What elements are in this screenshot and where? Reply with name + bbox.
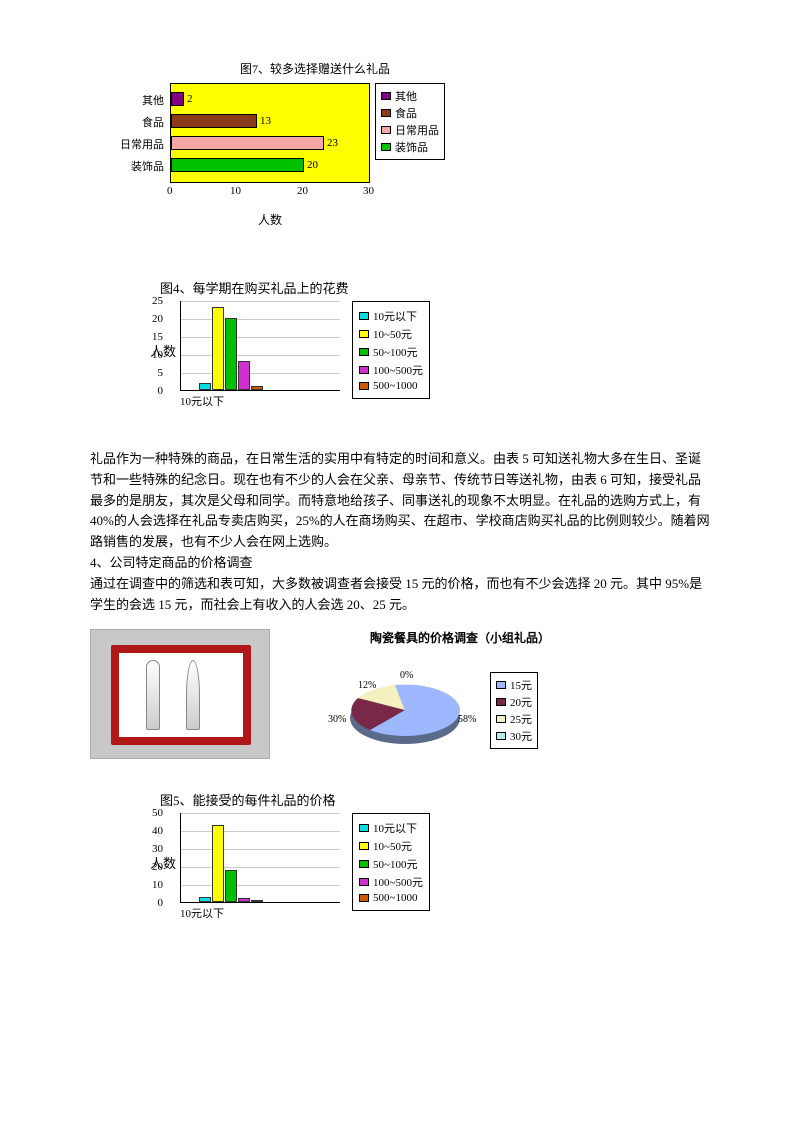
paragraph-1: 礼品作为一种特殊的商品，在日常生活的实用中有特定的时间和意义。由表 5 可知送礼…	[90, 449, 710, 553]
legend-swatch	[359, 366, 369, 374]
legend-label: 食品	[395, 105, 417, 121]
chart7-ytick: 日常用品	[114, 136, 164, 152]
chart4-bar	[251, 386, 263, 390]
legend-label: 日常用品	[395, 122, 439, 138]
chart4-legend: 10元以下 10~50元 50~100元 100~500元 500~1000	[352, 301, 430, 399]
chart7-title: 图7、较多选择赠送什么礼品	[170, 60, 460, 77]
svg-text:12%: 12%	[358, 680, 376, 691]
chart7-gift-choice: 图7、较多选择赠送什么礼品 其他 食品 日常用品 装饰品 2 13 23 20 …	[170, 60, 460, 228]
chart4-bar	[225, 318, 237, 390]
chart7-bar	[171, 92, 184, 106]
pie-chart-price-survey: 陶瓷餐具的价格调查（小组礼品） 0% 12% 30% 58% 15元	[310, 629, 710, 760]
legend-swatch	[359, 824, 369, 832]
chart7-bar	[171, 158, 304, 172]
chart7-plot: 其他 食品 日常用品 装饰品 2 13 23 20	[170, 83, 370, 183]
chart5-title: 图5、能接受的每件礼品的价格	[160, 790, 710, 809]
legend-swatch	[381, 109, 391, 117]
legend-swatch	[381, 92, 391, 100]
legend-swatch	[359, 842, 369, 850]
chart4-spending: 图4、每学期在购买礼品上的花费 人数 25 20 15 10 5 0	[150, 278, 710, 409]
legend-swatch	[496, 681, 506, 689]
chart4-bar	[238, 361, 250, 390]
legend-swatch	[359, 312, 369, 320]
pie-legend: 15元 20元 25元 30元	[490, 672, 538, 749]
chart4-bar	[199, 383, 211, 390]
chart5-bar	[199, 897, 211, 902]
chart7-value: 2	[187, 93, 193, 105]
chart7-value: 13	[260, 115, 271, 127]
legend-label: 25元	[510, 711, 532, 727]
chart5-plot: 50 40 30 20 10 0	[180, 813, 340, 903]
legend-swatch	[359, 894, 369, 902]
chart7-ytick: 装饰品	[114, 158, 164, 174]
legend-swatch	[359, 860, 369, 868]
chart5-bar	[251, 900, 263, 902]
legend-label: 其他	[395, 88, 417, 104]
chart5-bar	[212, 825, 224, 902]
legend-label: 500~1000	[373, 380, 417, 392]
chart4-plot: 25 20 15 10 5 0	[180, 301, 340, 391]
legend-swatch	[359, 330, 369, 338]
legend-label: 10~50元	[373, 838, 412, 854]
legend-swatch	[381, 126, 391, 134]
legend-swatch	[496, 715, 506, 723]
chart7-ytick: 其他	[114, 92, 164, 108]
legend-label: 10元以下	[373, 820, 417, 836]
paragraph-2: 通过在调查中的筛选和表可知，大多数被调查者会接受 15 元的价格，而也有不少会选…	[90, 574, 710, 616]
legend-label: 装饰品	[395, 139, 428, 155]
legend-label: 50~100元	[373, 344, 417, 360]
svg-text:0%: 0%	[400, 670, 413, 681]
chart7-bar	[171, 114, 257, 128]
chart5-xcat: 10元以下	[180, 905, 340, 921]
legend-label: 50~100元	[373, 856, 417, 872]
chart7-xtick: 10	[230, 185, 241, 197]
legend-label: 30元	[510, 728, 532, 744]
chart7-xtick: 0	[167, 185, 173, 197]
chart7-value: 20	[307, 159, 318, 171]
chart7-legend: 其他 食品 日常用品 装饰品	[375, 83, 445, 160]
legend-swatch	[381, 143, 391, 151]
heading-section-4: 4、公司特定商品的价格调查	[90, 553, 710, 574]
pie-title: 陶瓷餐具的价格调查（小组礼品）	[370, 629, 710, 646]
legend-label: 10~50元	[373, 326, 412, 342]
chart7-xlabel: 人数	[170, 211, 370, 228]
legend-swatch	[359, 878, 369, 886]
legend-swatch	[496, 732, 506, 740]
chart7-xtick: 20	[297, 185, 308, 197]
chart5-acceptable-price: 图5、能接受的每件礼品的价格 人数 50 40 30 20 10 0	[150, 790, 710, 921]
legend-label: 10元以下	[373, 308, 417, 324]
chart5-bar	[238, 898, 250, 902]
legend-swatch	[359, 382, 369, 390]
legend-label: 100~500元	[373, 362, 423, 378]
legend-swatch	[359, 348, 369, 356]
pie-svg: 0% 12% 30% 58%	[310, 660, 490, 760]
chart7-xtick: 30	[363, 185, 374, 197]
chart4-xcat: 10元以下	[180, 393, 340, 409]
legend-label: 100~500元	[373, 874, 423, 890]
svg-text:58%: 58%	[458, 714, 476, 725]
chart7-value: 23	[327, 137, 338, 149]
chart5-legend: 10元以下 10~50元 50~100元 100~500元 500~1000	[352, 813, 430, 911]
chart7-bar	[171, 136, 324, 150]
chart4-bar	[212, 307, 224, 390]
chart5-bar	[225, 870, 237, 902]
legend-label: 15元	[510, 677, 532, 693]
product-photo-cutlery	[90, 629, 270, 759]
legend-swatch	[496, 698, 506, 706]
legend-label: 20元	[510, 694, 532, 710]
chart7-ytick: 食品	[114, 114, 164, 130]
chart4-title: 图4、每学期在购买礼品上的花费	[160, 278, 710, 297]
legend-label: 500~1000	[373, 892, 417, 904]
svg-text:30%: 30%	[328, 714, 346, 725]
